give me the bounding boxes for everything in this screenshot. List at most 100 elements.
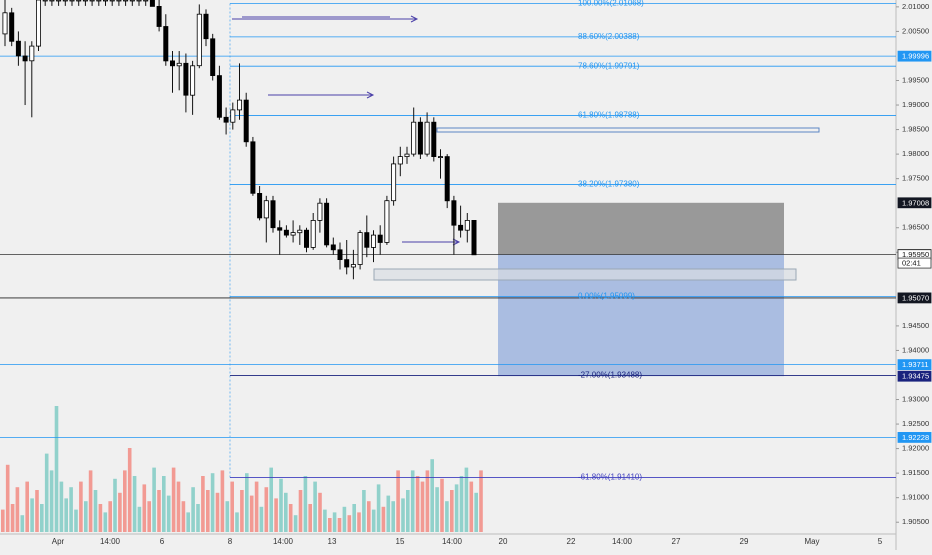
candle-body[interactable] [437, 156, 443, 159]
candle-body[interactable] [464, 219, 470, 231]
candle-body[interactable] [290, 232, 296, 236]
candle-body[interactable] [89, 0, 95, 2]
candle-body[interactable] [250, 141, 256, 194]
candle-body[interactable] [196, 13, 202, 67]
price-tag [897, 432, 932, 443]
drawings-layer[interactable] [232, 15, 820, 281]
candle-body[interactable] [431, 121, 437, 157]
price-tick-label: 2.00500 [902, 26, 929, 35]
candle-body[interactable] [62, 0, 68, 2]
candle-body[interactable] [330, 244, 336, 251]
candle-body[interactable] [149, 0, 155, 7]
candle-body[interactable] [417, 121, 423, 155]
candle-body[interactable] [277, 227, 283, 231]
candle-body[interactable] [230, 109, 236, 123]
position-tool[interactable] [498, 202, 784, 377]
candle-body[interactable] [2, 12, 8, 35]
candle-body[interactable] [136, 0, 142, 2]
time-tick-label: 22 [567, 537, 576, 546]
candle-body[interactable] [163, 26, 169, 62]
fib-level-label: 88.60%(2.00388) [578, 32, 640, 41]
candle-body[interactable] [324, 202, 330, 246]
candle-body[interactable] [9, 12, 15, 42]
candle-body[interactable] [69, 0, 75, 2]
price-tag-label: 1.99996 [902, 52, 929, 61]
candle-body[interactable] [49, 0, 55, 2]
time-tick-label: 27 [672, 537, 681, 546]
candle-body[interactable] [370, 234, 376, 248]
horizontal-lines[interactable] [0, 55, 896, 438]
candle-body[interactable] [411, 121, 417, 155]
candle-body[interactable] [397, 156, 403, 165]
candle-body[interactable] [391, 163, 397, 202]
time-axis[interactable]: Apr 14:00 6 8 14:00 13 15 14:00 20 22 14:00 27 29 May… [52, 537, 883, 546]
time-tick-label: 29 [740, 537, 749, 546]
candle-body[interactable] [116, 0, 122, 2]
candle-body[interactable] [190, 65, 196, 96]
candle-body[interactable] [451, 200, 457, 226]
stop-loss-zone[interactable] [498, 202, 784, 255]
zone-rect-lower[interactable] [373, 268, 797, 281]
candle-body[interactable] [458, 224, 464, 231]
volume-bar [381, 506, 386, 532]
candle-body[interactable] [263, 200, 269, 219]
candle-body[interactable] [283, 229, 289, 236]
candle-body[interactable] [223, 116, 229, 123]
candle-body[interactable] [243, 99, 249, 143]
candle-body[interactable] [444, 156, 450, 202]
candle-body[interactable] [143, 0, 149, 2]
candle-body[interactable] [82, 0, 88, 2]
candle-body[interactable] [270, 200, 276, 229]
candle-body[interactable] [56, 0, 62, 2]
candle-body[interactable] [169, 60, 175, 67]
candle-body[interactable] [129, 0, 135, 2]
candle-body[interactable] [424, 121, 430, 155]
volume-bar [186, 512, 190, 532]
candle-body[interactable] [350, 264, 356, 268]
candle-body[interactable] [344, 259, 350, 268]
candle-body[interactable] [36, 0, 42, 47]
candle-body[interactable] [109, 0, 115, 2]
candle-body[interactable] [176, 62, 182, 67]
fib-extension[interactable]: 100.00%(2.01068) 88.60%(2.00388) 78.60%(1.… [229, 0, 896, 482]
candle-body[interactable] [42, 0, 48, 2]
candle-body[interactable] [156, 6, 162, 27]
candle-body[interactable] [404, 153, 410, 158]
candle-body[interactable] [15, 40, 21, 57]
volume-bar [264, 487, 269, 532]
candle-body[interactable] [337, 249, 343, 261]
candle-body[interactable] [76, 0, 82, 2]
time-axis-background [0, 534, 932, 550]
candles-layer[interactable] [2, 0, 477, 280]
candle-body[interactable] [29, 45, 35, 62]
candle-body[interactable] [377, 234, 383, 243]
candle-body[interactable] [317, 202, 323, 221]
candle-body[interactable] [216, 75, 222, 118]
candle-body[interactable] [203, 13, 209, 40]
volume-bar [166, 495, 171, 532]
volume-bar [157, 490, 161, 532]
candle-body[interactable] [364, 232, 370, 248]
candle-body[interactable] [303, 229, 309, 248]
candle-body[interactable] [257, 192, 263, 219]
candle-body[interactable] [357, 232, 363, 265]
candle-body[interactable] [96, 0, 102, 2]
candle-body[interactable] [384, 200, 390, 243]
volume-bar [445, 501, 449, 532]
volume-bar [210, 473, 215, 532]
candle-body[interactable] [103, 0, 109, 2]
candle-body[interactable] [471, 219, 477, 256]
candle-body[interactable] [183, 62, 189, 96]
candle-body[interactable] [22, 55, 28, 62]
candle-body[interactable] [236, 99, 242, 111]
candle-body[interactable] [297, 229, 303, 234]
candle-body[interactable] [210, 38, 216, 76]
zone-rect-upper[interactable] [436, 127, 820, 133]
candle-body[interactable] [310, 219, 316, 248]
candle-body[interactable] [123, 0, 129, 2]
volume-bar [5, 464, 10, 532]
volume-bar [352, 504, 356, 532]
volume-bar [108, 501, 112, 532]
